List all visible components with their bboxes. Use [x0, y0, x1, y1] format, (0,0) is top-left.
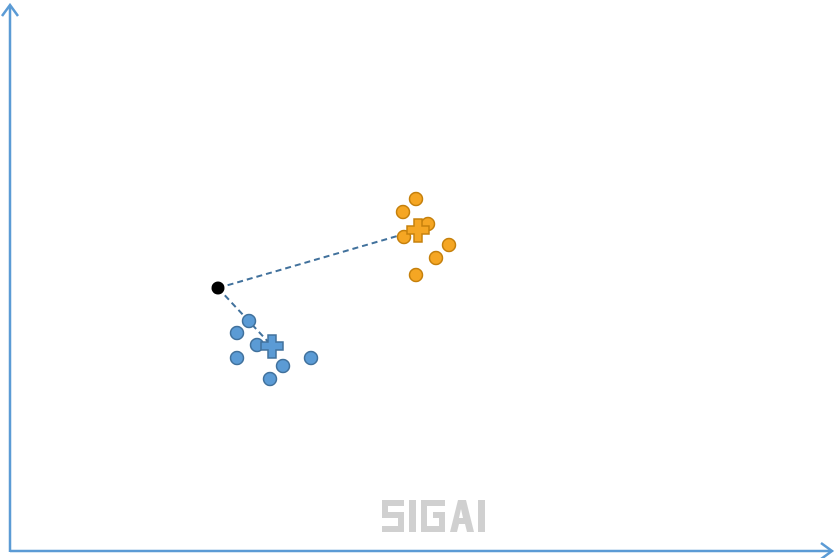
blue-point	[262, 371, 278, 387]
blue-centroid-plus-icon	[260, 334, 284, 359]
blue-point	[229, 325, 245, 341]
orange-point	[408, 267, 424, 283]
orange-centroid-plus-icon	[406, 218, 430, 243]
connectors	[217, 229, 419, 347]
orange-point	[395, 204, 411, 220]
query-point	[211, 281, 225, 295]
blue-point	[275, 358, 291, 374]
orange-point	[428, 250, 444, 266]
orange-point	[408, 191, 424, 207]
y-axis-arrow-icon	[0, 2, 20, 17]
sigai-watermark-logo	[382, 500, 485, 532]
query-to-orange-centroid-line	[217, 229, 419, 289]
blue-point	[241, 313, 257, 329]
orange-cluster	[395, 191, 457, 283]
query-to-blue-centroid-line	[217, 287, 273, 347]
orange-point	[441, 237, 457, 253]
x-axis-arrow-icon	[820, 541, 835, 558]
blue-point	[229, 350, 245, 366]
blue-point	[303, 350, 319, 366]
